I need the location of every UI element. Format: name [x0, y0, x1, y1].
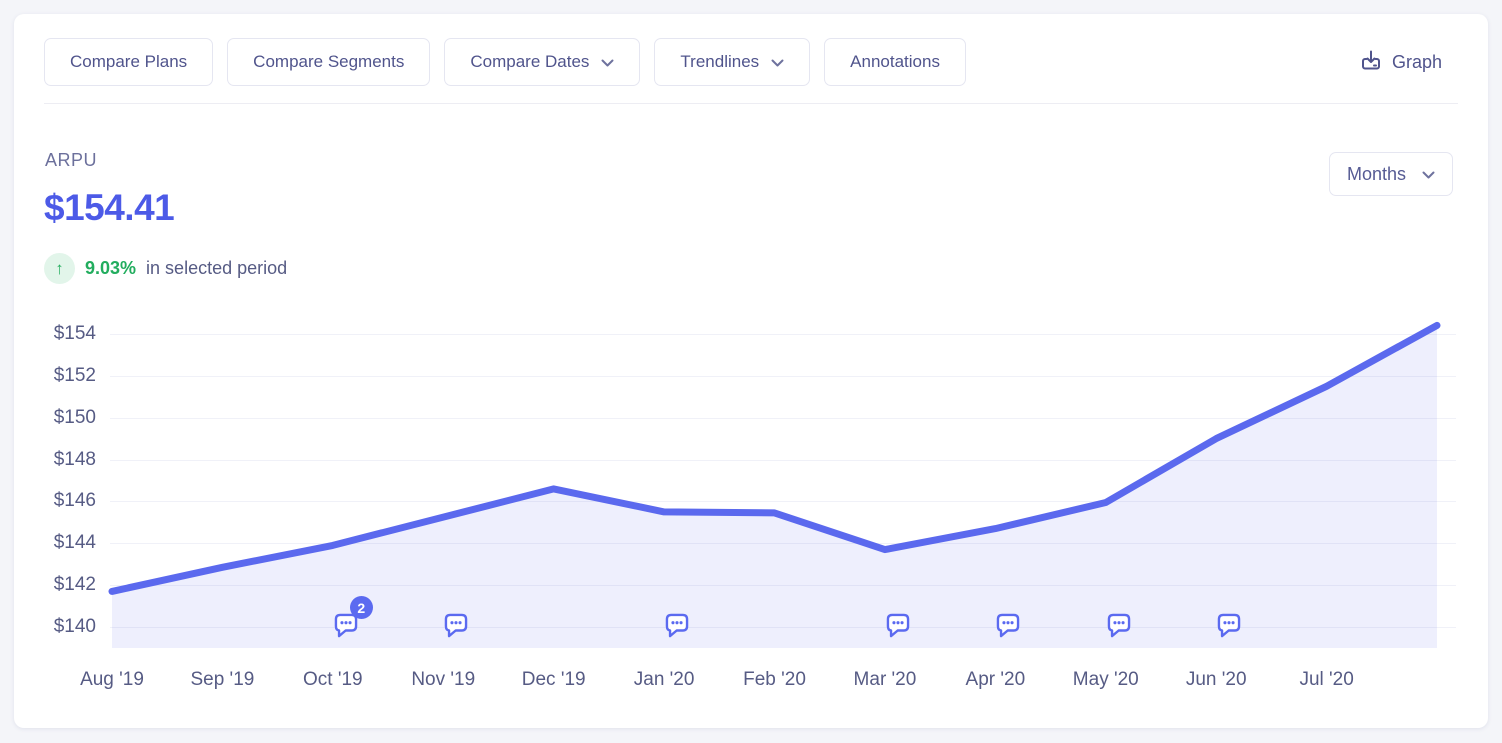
export-graph-button[interactable]: Graph: [1359, 48, 1442, 77]
annotations-button[interactable]: Annotations: [824, 38, 966, 86]
compare-dates-label: Compare Dates: [470, 52, 590, 71]
gridline: [110, 459, 1456, 461]
x-axis-tick-label: Dec '19: [521, 669, 586, 690]
export-graph-label: Graph: [1391, 52, 1442, 72]
y-axis-tick-label: $140: [53, 616, 96, 637]
trend-up-icon: ↑: [44, 253, 75, 284]
x-axis-tick-label: Apr '20: [965, 669, 1026, 690]
x-axis-tick-label: Sep '19: [190, 669, 255, 690]
trend-percent: 9.03%: [85, 258, 137, 278]
metric-value: $154.41: [44, 187, 175, 228]
annotations-label: Annotations: [850, 52, 940, 71]
trendlines-button[interactable]: Trendlines: [654, 38, 811, 86]
toolbar-divider: [44, 103, 1458, 104]
x-axis-tick-label: Jan '20: [633, 669, 695, 690]
annotation-bubble-icon[interactable]: [442, 611, 470, 639]
x-axis-tick-label: Mar '20: [853, 669, 917, 690]
y-axis-tick-label: $150: [53, 406, 96, 428]
x-axis-tick-label: Nov '19: [411, 669, 476, 690]
y-axis-tick-label: $154: [53, 322, 96, 344]
gridline: [110, 333, 1456, 335]
x-axis-tick-label: May '20: [1072, 669, 1139, 690]
x-axis-tick-label: Aug '19: [80, 669, 144, 690]
gridline: [110, 501, 1456, 503]
x-axis-tick-label: Jun '20: [1185, 669, 1247, 690]
gridline: [110, 627, 1456, 628]
annotation-count-badge[interactable]: 2: [349, 596, 373, 619]
gridline: [110, 543, 1456, 545]
chevron-down-icon: [601, 59, 614, 68]
chevron-down-icon: [1422, 171, 1435, 180]
x-axis-tick-label: Jul '20: [1299, 669, 1354, 690]
compare-segments-button[interactable]: Compare Segments: [227, 38, 431, 86]
y-axis-tick-label: $146: [53, 490, 96, 512]
y-axis-tick-label: $148: [53, 448, 96, 470]
interval-select-value: Months: [1346, 163, 1406, 184]
y-axis-tick-label: $142: [53, 574, 96, 596]
gridline: [110, 585, 1456, 587]
y-axis-tick-label: $152: [53, 364, 96, 386]
y-axis-tick-label: $144: [53, 532, 96, 554]
annotation-bubble-icon[interactable]: [994, 611, 1022, 639]
annotation-bubble-icon[interactable]: [663, 611, 691, 639]
annotation-bubble-icon[interactable]: [332, 611, 360, 639]
metric-card: [14, 14, 1488, 728]
annotation-bubble-icon[interactable]: [1105, 611, 1133, 639]
x-axis-tick-label: Oct '19: [303, 669, 363, 690]
interval-select[interactable]: Months: [1328, 152, 1453, 196]
compare-plans-label: Compare Plans: [70, 52, 188, 71]
x-axis-tick-label: Feb '20: [743, 669, 806, 690]
compare-segments-label: Compare Segments: [253, 52, 405, 71]
chevron-down-icon: [771, 59, 784, 68]
annotation-bubble-icon[interactable]: [1215, 611, 1243, 639]
chart-toolbar: Compare Plans Compare Segments Compare D…: [44, 38, 966, 86]
compare-plans-button[interactable]: Compare Plans: [44, 38, 214, 86]
download-icon: [1359, 48, 1383, 77]
compare-dates-button[interactable]: Compare Dates: [444, 38, 641, 86]
annotation-bubble-icon[interactable]: [884, 611, 912, 639]
gridline: [110, 375, 1456, 377]
trendlines-label: Trendlines: [680, 52, 760, 71]
metric-name: ARPU: [45, 150, 98, 170]
trend-row: ↑ 9.03% in selected period: [44, 253, 287, 284]
trend-suffix: in selected period: [146, 258, 288, 278]
gridline: [110, 417, 1456, 419]
